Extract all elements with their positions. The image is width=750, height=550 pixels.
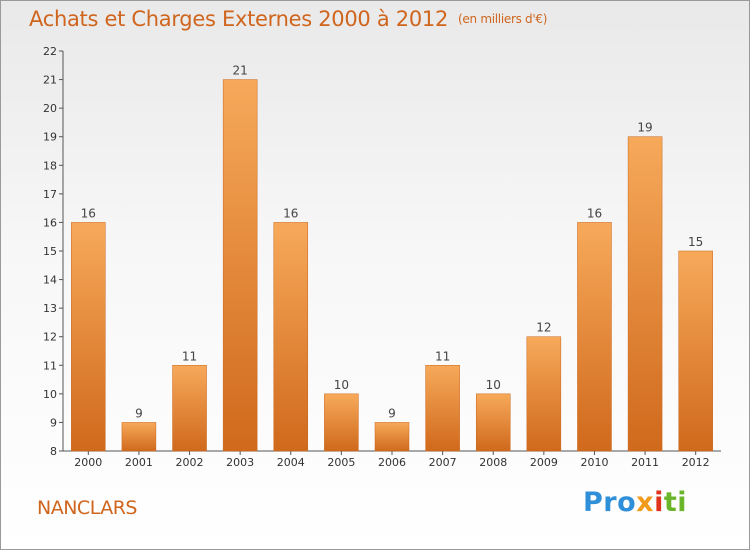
y-tick-label: 16 [43,216,57,229]
bar-2005 [324,393,359,452]
data-label-2006: 9 [388,406,396,420]
bar-2006 [374,422,410,452]
x-tick-label-2010: 2010 [580,456,608,469]
x-tick-label-2008: 2008 [479,456,507,469]
y-tick-label: 12 [43,331,57,344]
data-label-2009: 12 [536,321,551,335]
data-label-2010: 16 [587,206,602,220]
y-tick-label: 14 [43,274,57,287]
chart-axes: 8 9 10 11 12 13 14 15 16 17 18 19 20 21 22 2000 2001 2002… [43,45,721,469]
y-tick-label: 10 [43,388,57,401]
data-label-2007: 11 [435,349,450,363]
y-tick-label: 19 [43,131,57,144]
x-tick-label-2012: 2012 [682,456,710,469]
data-label-2001: 9 [135,406,143,420]
x-tick-label-2009: 2009 [530,456,558,469]
bar-2004 [273,222,309,452]
y-tick-label: 11 [43,359,57,372]
x-tick-label-2000: 2000 [74,456,102,469]
bar-2008 [475,393,511,452]
x-tick-label-2005: 2005 [327,456,355,469]
y-tick-label: 22 [43,45,57,58]
x-tick-label-2004: 2004 [277,456,305,469]
bar-2012 [678,250,713,452]
bar-2003 [222,79,258,452]
x-tick-label-2007: 2007 [429,456,457,469]
bar-2011 [627,136,663,452]
bar-2007 [425,365,460,452]
chart-title: Achats et Charges Externes 2000 à 2012 (e… [29,7,547,31]
bar-2002 [172,365,207,452]
bar-2009 [526,336,562,452]
commune-name: NANCLARS [37,497,137,519]
data-label-2005: 10 [334,378,349,392]
x-tick-label-2006: 2006 [378,456,406,469]
data-label-2000: 16 [81,206,96,220]
data-label-2003: 21 [233,64,248,78]
bar-2000 [71,222,106,452]
y-tick-label: 15 [43,245,57,258]
data-label-2008: 10 [486,378,501,392]
chart-title-text: Achats et Charges Externes 2000 à 2012 [29,7,449,31]
y-tick-label: 20 [43,102,57,115]
y-tick-label: 9 [50,416,57,429]
y-tick-label: 18 [43,159,57,172]
bar-2010 [577,222,612,452]
x-tick-label-2002: 2002 [176,456,204,469]
x-tick-label-2003: 2003 [226,456,254,469]
x-tick-label-2001: 2001 [125,456,153,469]
chart-bars [71,79,713,452]
x-tick-label-2011: 2011 [631,456,659,469]
data-label-2011: 19 [637,121,652,135]
y-tick-label: 21 [43,74,57,87]
data-label-2004: 16 [283,206,298,220]
y-tick-label: 8 [50,445,57,458]
y-tick-label: 13 [43,302,57,315]
chart-unit-note: (en milliers d'€) [458,12,548,26]
bar-2001 [121,422,157,452]
chart-data-labels: 16 9 11 21 16 10 9 11 10 12 16 19 15 [81,64,704,421]
proxiti-logo[interactable]: Proxiti [583,487,688,518]
data-label-2012: 15 [688,235,703,249]
y-tick-label: 17 [43,188,57,201]
data-label-2002: 11 [182,349,197,363]
